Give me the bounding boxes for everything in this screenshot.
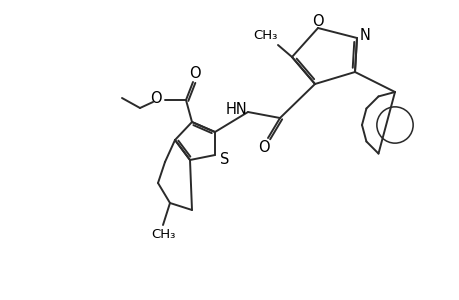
Text: CH₃: CH₃ [252, 28, 277, 41]
Text: S: S [220, 152, 229, 167]
Text: O: O [312, 14, 323, 28]
Text: O: O [257, 140, 269, 155]
Text: HN: HN [226, 101, 247, 116]
Text: O: O [150, 91, 162, 106]
Text: O: O [189, 65, 201, 80]
Text: CH₃: CH₃ [151, 229, 175, 242]
Text: N: N [359, 28, 369, 43]
